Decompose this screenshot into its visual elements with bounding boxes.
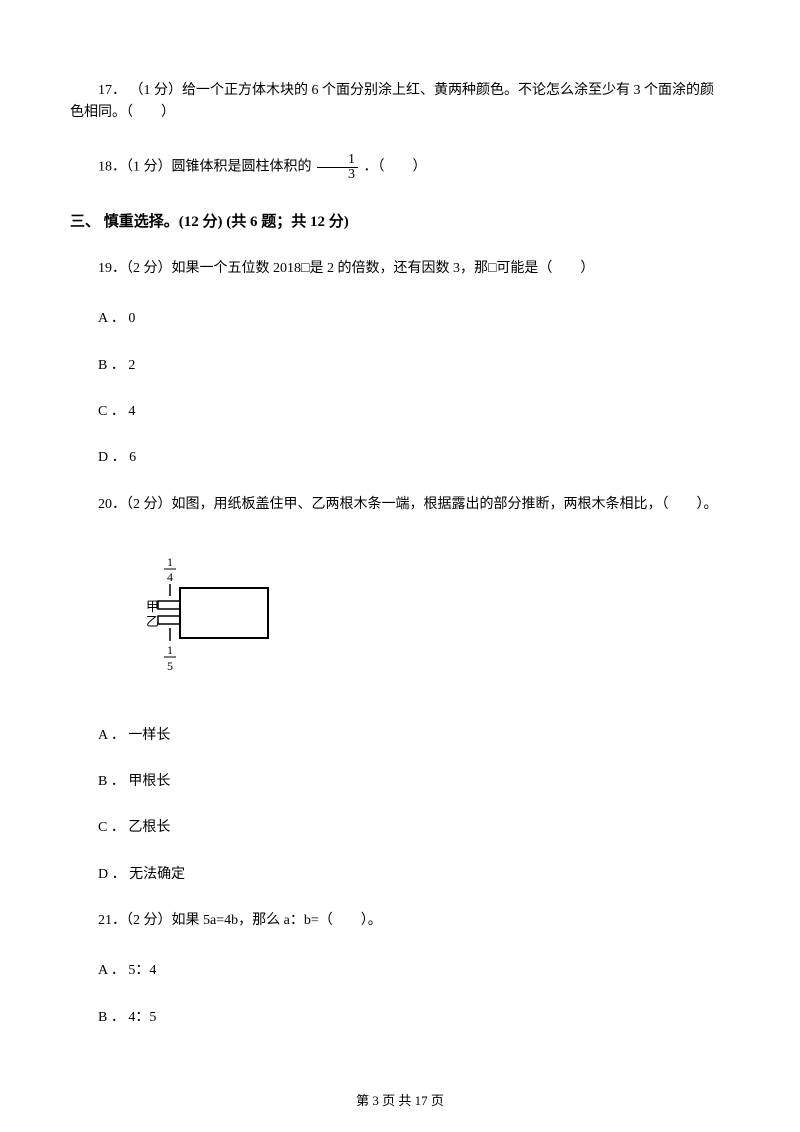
q19-option-b: B ． 2	[70, 355, 730, 377]
sticks-diagram: 1 4 甲 乙 1 5	[140, 556, 280, 676]
q20-option-d: D ． 无法确定	[70, 864, 730, 886]
q20-text: 如图，用纸板盖住甲、乙两根木条一端，根据露出的部分推断，两根木条相比，（ ）。	[172, 497, 718, 512]
frac-num: 1	[317, 153, 358, 168]
fig-frac2-num: 1	[167, 643, 173, 657]
question-18: 18．（1 分）圆锥体积是圆柱体积的 13 ．（ ）	[70, 153, 730, 182]
q17-text-1: 给一个正方体木块的 6 个面分别涂上红、黄两种颜色。不论怎么涂至少有 3 个面涂…	[182, 83, 714, 98]
q18-points: （1 分）	[126, 160, 172, 175]
q17-text-2: 色相同。（ ）	[70, 105, 175, 120]
q20-points: （2 分）	[126, 497, 172, 512]
q20-number: 20．	[98, 497, 126, 512]
q20-option-b: B ． 甲根长	[70, 771, 730, 793]
section-3-title: 三、 慎重选择。(12 分) (共 6 题；共 12 分)	[70, 210, 730, 234]
q19-option-c: C ． 4	[70, 401, 730, 423]
q18-number: 18．	[98, 160, 126, 175]
q21-number: 21．	[98, 913, 126, 928]
q21-points: （2 分）	[126, 913, 172, 928]
q21-text: 如果 5a=4b，那么 a：b=（ ）。	[172, 913, 382, 928]
fig-frac2-den: 5	[167, 659, 173, 673]
q19-number: 19．	[98, 261, 126, 276]
q21-option-b: B ． 4：5	[70, 1007, 730, 1029]
q19-option-d: D ． 6	[70, 447, 730, 469]
q19-points: （2 分）	[126, 261, 172, 276]
fraction-1-3: 13	[317, 153, 358, 182]
fig-frac1-num: 1	[167, 556, 173, 569]
q18-text-before: 圆锥体积是圆柱体积的	[172, 160, 316, 175]
q19-text: 如果一个五位数 2018□是 2 的倍数，还有因数 3，那□可能是（ ）	[172, 261, 595, 276]
q20-option-a: A ． 一样长	[70, 725, 730, 747]
fig-label-yi: 乙	[146, 614, 159, 629]
question-19: 19．（2 分）如果一个五位数 2018□是 2 的倍数，还有因数 3，那□可能…	[70, 258, 730, 280]
q21-option-a: A ． 5：4	[70, 960, 730, 982]
fig-frac1-den: 4	[167, 570, 173, 584]
question-21: 21．（2 分）如果 5a=4b，那么 a：b=（ ）。	[70, 910, 730, 932]
fig-label-jia: 甲	[146, 599, 159, 614]
page-footer: 第 3 页 共 17 页	[0, 1091, 800, 1112]
q18-text-after: ．（ ）	[360, 160, 427, 175]
q19-option-a: A ． 0	[70, 308, 730, 330]
q17-number: 17．	[98, 83, 126, 98]
q20-figure: 1 4 甲 乙 1 5	[140, 556, 730, 684]
q17-points: （1 分）	[130, 83, 183, 98]
question-20: 20．（2 分）如图，用纸板盖住甲、乙两根木条一端，根据露出的部分推断，两根木条…	[70, 494, 730, 516]
frac-den: 3	[317, 168, 358, 182]
q20-option-c: C ． 乙根长	[70, 817, 730, 839]
question-17: 17． （1 分）给一个正方体木块的 6 个面分别涂上红、黄两种颜色。不论怎么涂…	[70, 80, 730, 102]
q17-continuation: 色相同。（ ）	[70, 102, 730, 124]
